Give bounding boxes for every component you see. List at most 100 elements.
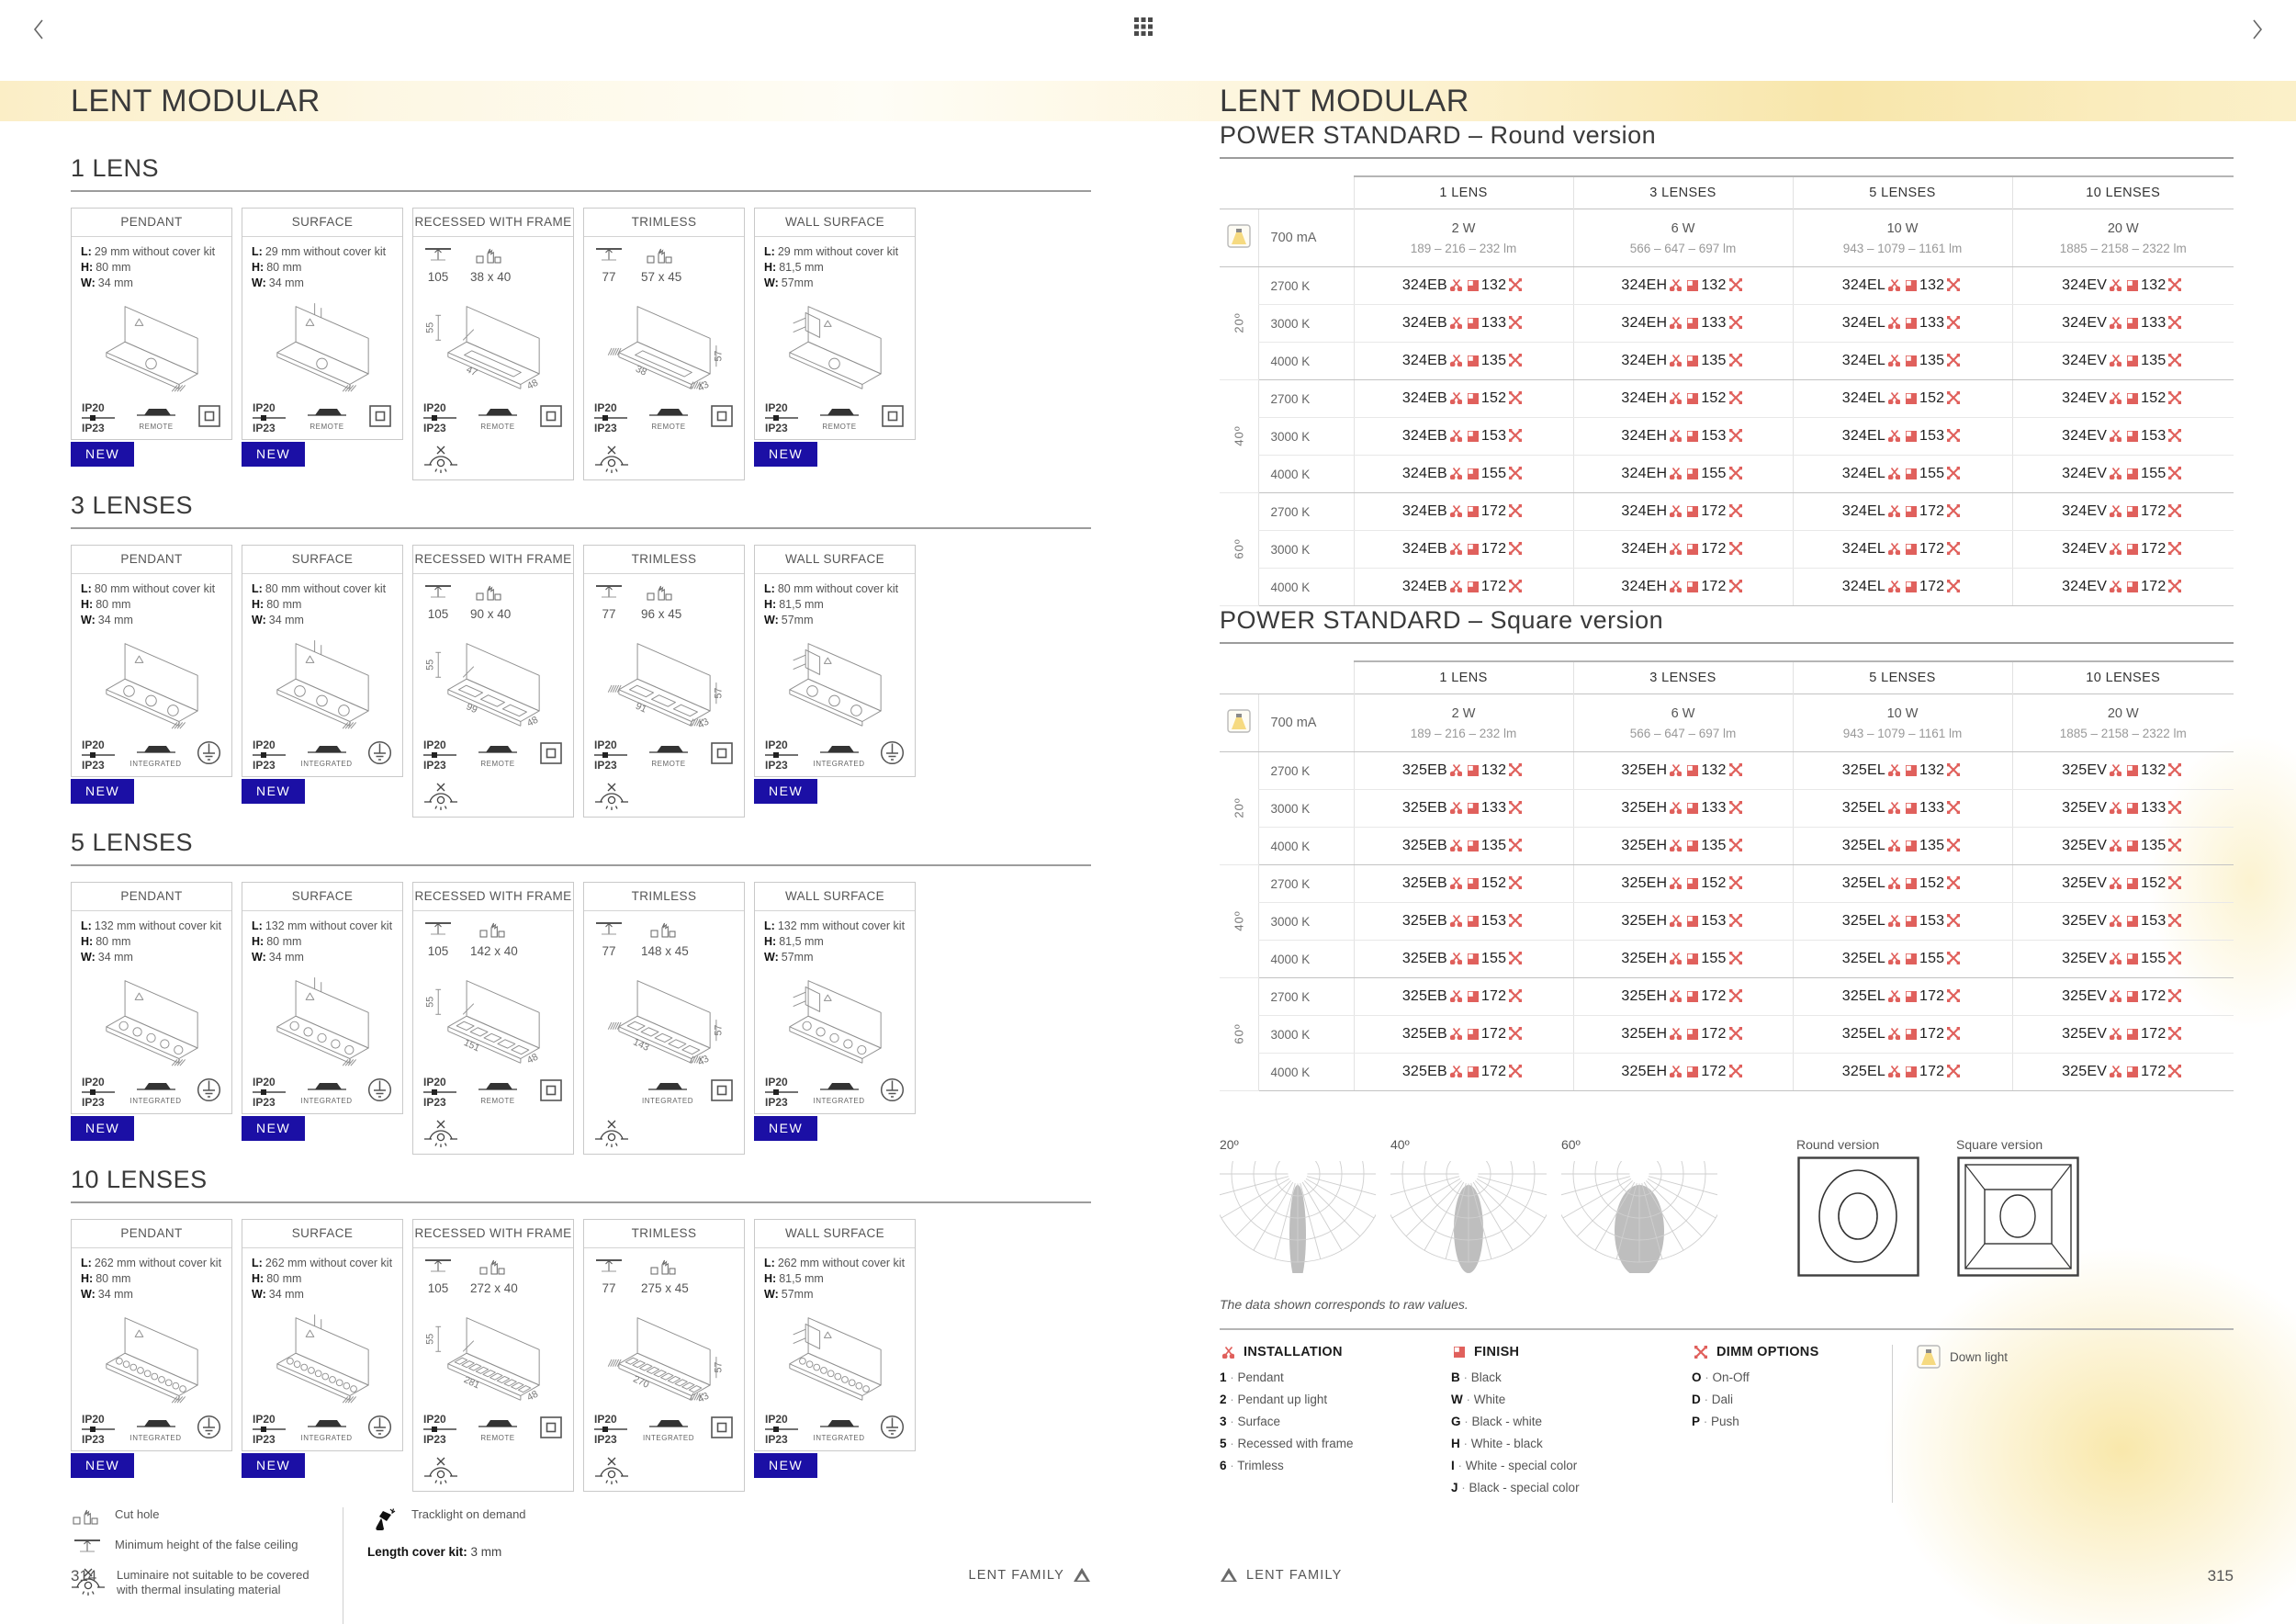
luminaire-drawing: 91 57 43: [607, 643, 725, 731]
beam-angle-cell: 40º: [1220, 379, 1258, 493]
spec-value: 34 mm: [268, 951, 304, 964]
min-height-info: 77: [593, 246, 625, 284]
product-code: 325EV: [2062, 875, 2108, 891]
dimm-options-icon: [1947, 876, 1961, 889]
option-item: 2 · Pendant up light: [1220, 1393, 1328, 1406]
product-code-cell: 325EV 133: [2011, 789, 2234, 828]
grid-view-button[interactable]: [1133, 17, 1154, 41]
luminaire-drawing: [276, 640, 369, 729]
no-cover-row: [413, 1450, 573, 1491]
product-code-cell: 324EH 132: [1572, 266, 1793, 305]
installation-icon: [1449, 504, 1462, 517]
spec-value: 262 mm without cover kit: [264, 1257, 393, 1269]
page-left: LENT MODULAR 1 LENS PENDANT L: 29 mm withou…: [71, 81, 1091, 1624]
finish-icon: [1687, 1066, 1699, 1077]
min-height-icon: [425, 248, 451, 261]
spec-key: L:: [81, 1257, 92, 1269]
product-code-cell: 324EB 152: [1353, 379, 1573, 418]
spec-line: W: 34 mm: [81, 1287, 222, 1303]
installation-icon: [1449, 839, 1462, 851]
svg-text:55: 55: [424, 322, 435, 333]
option-key: J: [1451, 1481, 1458, 1494]
beam-angle-title: 20º: [1220, 1137, 1239, 1152]
color-temperature-cell: 3000 K: [1257, 304, 1354, 343]
installation-icon: [1449, 1065, 1462, 1077]
dimm-options-icon: [1509, 316, 1523, 329]
class-ii-symbol: [539, 1078, 563, 1107]
wattage-value: 2 W: [1451, 705, 1476, 721]
cut-hole-icon: [647, 248, 672, 264]
product-code: 325EH: [1621, 1026, 1668, 1042]
card-icons-row: IP20 IP23 REMOTE: [584, 397, 744, 439]
product-code: 325EH: [1621, 762, 1668, 778]
luminaire-drawing: [789, 1317, 882, 1401]
finish-icon: [1467, 991, 1479, 1002]
finish-icon: [1905, 506, 1917, 517]
luminaire-drawing: 55 99 48: [424, 643, 540, 729]
product-code-suffix: 155: [2141, 466, 2167, 481]
beam-angle-title: 60º: [1561, 1137, 1581, 1152]
product-code-cell: 324EV 155: [2011, 455, 2234, 493]
previous-page-button[interactable]: [24, 15, 53, 44]
product-code: 325EV: [2062, 951, 2108, 966]
power-cell: 2 W 189 – 216 – 232 lm: [1353, 209, 1573, 267]
card-icons-row: IP20 IP23 INTEGRATED: [242, 734, 402, 776]
option-item: J · Black - special color: [1451, 1481, 1580, 1494]
wattage-value: 10 W: [1886, 705, 1919, 721]
product-code-suffix: 153: [1919, 428, 1945, 444]
product-code: 324EH: [1621, 277, 1668, 293]
driver-type-label: INTEGRATED: [129, 1434, 182, 1442]
product-code-cell: 325EB 132: [1353, 751, 1573, 790]
chevron-right-icon: [2253, 19, 2263, 39]
dimm-options-icon: [1728, 354, 1742, 367]
card-specs: 105 272 x 40: [413, 1248, 573, 1309]
drawing-wrap: [755, 1309, 915, 1408]
ip-rating-bar-icon: [253, 1427, 286, 1432]
card-icons-row: IP20 IP23 INTEGRATED: [242, 1071, 402, 1113]
driver-icon: [820, 409, 859, 416]
dimm-options-icon: [2168, 429, 2182, 442]
table-row: 20º 2700 K 325EB 132 325EH 132 325EL 132 3…: [1220, 751, 2234, 865]
dimm-options-icon: [1947, 1065, 1961, 1077]
lumen-range-value: 943 – 1079 – 1161 lm: [1842, 726, 1963, 740]
svg-text:91: 91: [634, 701, 648, 716]
next-page-button[interactable]: [2243, 15, 2272, 44]
card-variant-label: SURFACE: [242, 1220, 402, 1248]
luminaire-drawing: [276, 303, 369, 392]
dimm-options-icon: [1509, 952, 1523, 964]
spec-key: W:: [81, 1288, 96, 1301]
ip-rating-bar-icon: [594, 415, 627, 421]
dimm-options-icon: [1947, 989, 1961, 1002]
table-row: 3000 K 324EB 172 324EH 172 324EL 172 324E…: [1220, 530, 2234, 569]
color-temperature-cell: 3000 K: [1257, 417, 1354, 456]
option-item: 6 · Trimless: [1220, 1459, 1284, 1472]
class-ii-icon: [540, 741, 562, 764]
dimm-options-icon: [1947, 1027, 1961, 1040]
driver-icon: [478, 1083, 517, 1090]
spec-key: H:: [81, 261, 94, 274]
installation-icon: [1887, 467, 1900, 479]
color-temperature-cell: 4000 K: [1257, 1053, 1354, 1091]
driver-icon: [307, 1420, 346, 1427]
spec-value: 34 mm: [268, 276, 304, 289]
ip-bottom: IP23: [253, 1096, 276, 1109]
dimm-options-icon: [1947, 580, 1961, 592]
finish-icon: [1905, 355, 1917, 367]
color-temperature-cell: 3000 K: [1257, 1015, 1354, 1054]
finish-icon: [1687, 581, 1699, 592]
mount-info: 77 148 x 45: [593, 919, 735, 958]
color-temperature-cell: 4000 K: [1257, 940, 1354, 978]
product-code-suffix: 153: [2141, 428, 2167, 444]
option-key: H: [1451, 1437, 1460, 1450]
dimm-options-icon: [1947, 391, 1961, 404]
finish-icon: [1905, 544, 1917, 555]
driver-type-label: REMOTE: [822, 423, 857, 431]
product-code-cell: 324EH 133: [1572, 304, 1793, 343]
option-key: 6: [1220, 1459, 1227, 1472]
product-code-suffix: 135: [1919, 353, 1945, 368]
color-temperature-cell: 3000 K: [1257, 902, 1354, 941]
product-code-suffix: 172: [1919, 541, 1945, 557]
product-code: 325EL: [1841, 1026, 1885, 1042]
spec-value: 80 mm without cover kit: [94, 582, 216, 595]
product-code-suffix: 133: [2141, 315, 2167, 331]
